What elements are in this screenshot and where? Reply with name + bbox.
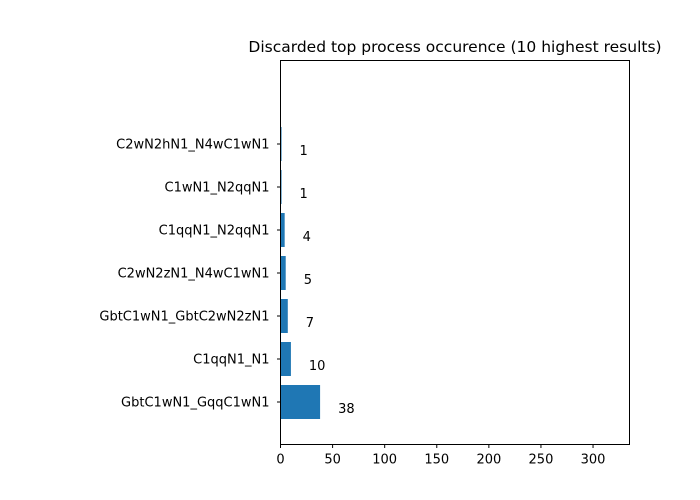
x-tick-label: 150 bbox=[424, 453, 449, 468]
data-label: 10 bbox=[309, 359, 326, 374]
bar bbox=[280, 256, 286, 290]
bars-group bbox=[280, 127, 321, 419]
bar bbox=[280, 127, 282, 161]
data-label: 1 bbox=[300, 187, 308, 202]
bar bbox=[280, 342, 291, 376]
y-tick-label: C2wN2hN1_N4wC1wN1 bbox=[116, 138, 269, 153]
data-label: 1 bbox=[300, 144, 308, 159]
x-tick-label: 0 bbox=[276, 453, 284, 468]
x-tick-label: 250 bbox=[529, 453, 554, 468]
x-tick-label: 100 bbox=[372, 453, 397, 468]
y-tick-label: C2wN2zN1_N4wC1wN1 bbox=[118, 267, 270, 282]
y-tick-label: C1qqN1_N1 bbox=[193, 353, 269, 368]
bar bbox=[280, 299, 288, 333]
bar bbox=[280, 385, 321, 419]
data-label: 5 bbox=[304, 273, 312, 288]
data-labels-group: 38 10 7 5 4 1 1 bbox=[300, 144, 355, 417]
bar bbox=[280, 213, 285, 247]
y-tick-label: GbtC1wN1_GqqC1wN1 bbox=[121, 396, 269, 411]
y-tick-label: C1wN1_N2qqN1 bbox=[165, 181, 270, 196]
data-label: 7 bbox=[306, 316, 314, 331]
plot-frame bbox=[280, 60, 630, 445]
y-tick-label: GbtC1wN1_GbtC2wN2zN1 bbox=[99, 310, 269, 325]
x-tick-label: 300 bbox=[581, 453, 606, 468]
x-tick-label: 200 bbox=[476, 453, 501, 468]
bar bbox=[280, 170, 282, 204]
data-label: 38 bbox=[338, 402, 355, 417]
y-axis: GbtC1wN1_GqqC1wN1 C1qqN1_N1 GbtC1wN1_GbtC2… bbox=[99, 138, 281, 411]
x-axis: 0 50 100 150 200 250 300 bbox=[276, 444, 606, 468]
x-tick-label: 50 bbox=[324, 453, 341, 468]
chart-title: Discarded top process occurence (10 high… bbox=[248, 38, 661, 56]
y-tick-label: C1qqN1_N2qqN1 bbox=[159, 224, 270, 239]
data-label: 4 bbox=[303, 230, 311, 245]
